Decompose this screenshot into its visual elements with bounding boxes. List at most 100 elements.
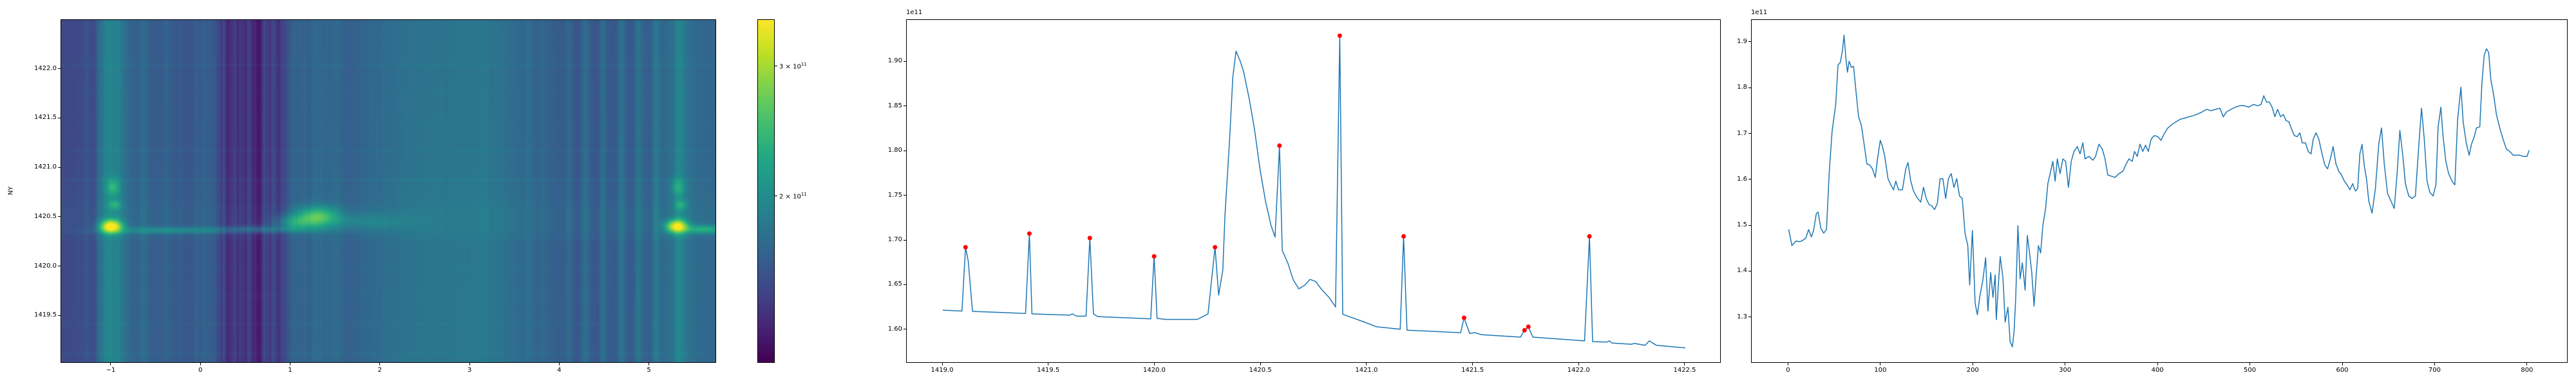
y-tick-label: 1.70 (887, 236, 902, 244)
heatmap-axes (61, 19, 716, 363)
x-tick-mark (1366, 363, 1367, 365)
x-tick-mark (1472, 363, 1473, 365)
y-tick-mark (58, 216, 61, 217)
y-tick-mark (1748, 41, 1751, 42)
peak-marker (1087, 235, 1092, 241)
y-tick-label: 1.75 (887, 191, 902, 199)
x-tick-label: 1422.5 (1673, 367, 1696, 374)
y-tick-mark (904, 284, 906, 285)
x-tick-mark (1578, 363, 1579, 365)
series-line (1788, 35, 2530, 347)
x-tick-label: 600 (2336, 367, 2349, 374)
y-tick-label: 1420.5 (34, 212, 57, 220)
x-tick-mark (1153, 363, 1155, 365)
colorbar (757, 19, 775, 363)
x-tick-label: 4 (557, 367, 562, 374)
series-line (942, 35, 1686, 349)
x-tick-label: 3 (467, 367, 472, 374)
x-tick-label: 1420.5 (1249, 367, 1272, 374)
y-tick-label: 1.4 (1737, 267, 1747, 275)
x-tick-label: 1419.5 (1037, 367, 1060, 374)
x-tick-mark (1260, 363, 1261, 365)
y-tick-label: 1421.0 (34, 163, 57, 171)
peak-marker (1213, 244, 1218, 250)
y-tick-label: 1.80 (887, 147, 902, 154)
x-tick-mark (558, 363, 560, 365)
y-offset-label: 1e11 (906, 9, 923, 16)
x-tick-mark (942, 363, 943, 365)
heatmap-ylabel: NY (7, 186, 15, 196)
y-tick-label: 1.3 (1737, 313, 1747, 320)
x-tick-label: 100 (1874, 367, 1887, 374)
x-tick-mark (1684, 363, 1685, 365)
y-tick-label: 1422.0 (34, 64, 57, 72)
x-tick-label: 1419.0 (931, 367, 954, 374)
peak-marker (1587, 234, 1592, 239)
x-tick-label: 1421.5 (1461, 367, 1484, 374)
y-tick-mark (58, 315, 61, 316)
x-tick-mark (2526, 363, 2528, 365)
heatmap-image (61, 20, 715, 362)
peak-marker (963, 244, 968, 250)
plot-area (942, 33, 1686, 349)
x-tick-label: 1 (288, 367, 292, 374)
x-tick-label: 200 (1966, 367, 1979, 374)
x-tick-label: 2 (377, 367, 382, 374)
tick-mantissa: 3 × 10 (779, 62, 801, 70)
x-tick-label: 700 (2428, 367, 2441, 374)
y-tick-label: 1.85 (887, 102, 902, 109)
x-tick-label: 1420.0 (1142, 367, 1166, 374)
x-tick-label: −1 (106, 367, 116, 374)
x-tick-label: 5 (647, 367, 651, 374)
y-tick-label: 1.90 (887, 57, 902, 65)
x-tick-mark (110, 363, 111, 365)
x-tick-mark (469, 363, 470, 365)
peak-marker (1027, 231, 1032, 236)
peak-marker (1522, 327, 1527, 333)
tick-exponent: 11 (800, 191, 807, 197)
y-tick-label: 1.6 (1737, 175, 1747, 183)
y-tick-mark (58, 167, 61, 168)
peak-marker (1337, 33, 1342, 38)
x-tick-mark (200, 363, 201, 365)
peak-marker (1401, 234, 1406, 239)
profile-axes (1751, 19, 2568, 363)
y-tick-label: 1.9 (1737, 37, 1747, 45)
x-tick-mark (2249, 363, 2251, 365)
y-tick-mark (1748, 87, 1751, 88)
y-tick-mark (904, 195, 906, 196)
y-tick-mark (58, 68, 61, 69)
peak-marker (1526, 324, 1531, 329)
y-tick-label: 1419.5 (34, 311, 57, 319)
colorbar-tick-label: 3 × 1011 (779, 62, 807, 70)
y-tick-mark (1748, 225, 1751, 226)
x-tick-label: 1421.0 (1355, 367, 1378, 374)
y-offset-label: 1e11 (1751, 9, 1768, 16)
y-tick-label: 1420.0 (34, 262, 57, 270)
x-tick-label: 400 (2151, 367, 2164, 374)
y-tick-label: 1.7 (1737, 129, 1747, 137)
x-tick-label: 500 (2244, 367, 2257, 374)
tick-mantissa: 2 × 10 (779, 193, 801, 201)
y-tick-label: 1.5 (1737, 221, 1747, 229)
x-tick-label: 0 (1786, 367, 1790, 374)
plot-area (1788, 35, 2530, 347)
colorbar-tick-label: 2 × 1011 (779, 192, 807, 200)
spectrum-axes (906, 19, 1721, 363)
peak-marker (1151, 253, 1157, 259)
x-tick-label: 300 (2059, 367, 2072, 374)
colorbar-gradient (758, 20, 774, 362)
peak-marker (1277, 143, 1282, 148)
y-tick-label: 1.60 (887, 325, 902, 333)
x-tick-label: 0 (198, 367, 203, 374)
peak-marker (1461, 315, 1466, 320)
tick-exponent: 11 (800, 61, 807, 67)
y-tick-label: 1.8 (1737, 84, 1747, 91)
y-tick-label: 1.65 (887, 280, 902, 288)
x-tick-mark (2157, 363, 2158, 365)
x-tick-mark (2434, 363, 2435, 365)
y-tick-mark (904, 60, 906, 62)
x-tick-mark (2342, 363, 2343, 365)
y-tick-mark (904, 239, 906, 241)
x-tick-label: 1422.0 (1567, 367, 1590, 374)
